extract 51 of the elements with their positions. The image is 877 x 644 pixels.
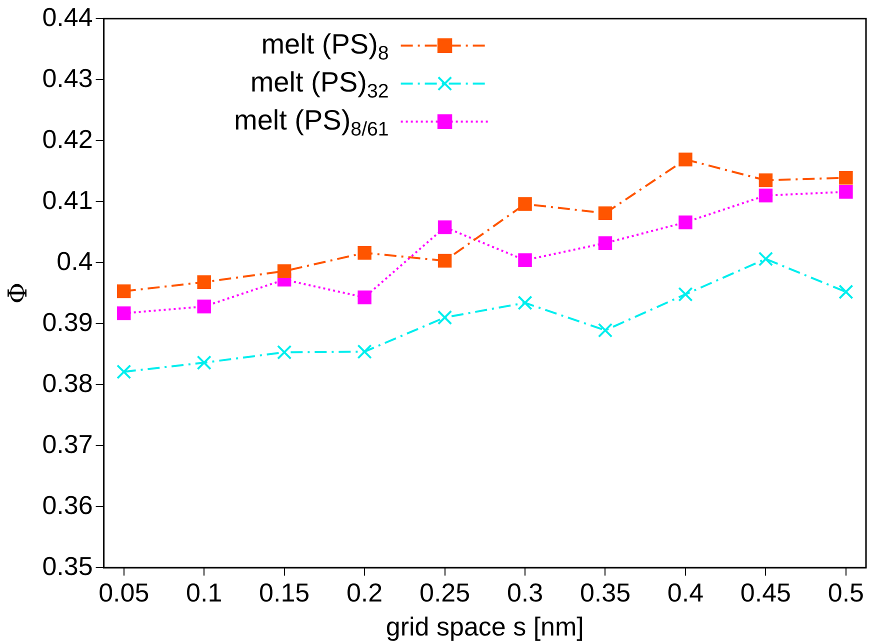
y-tick-label: 0.35 [42,550,93,581]
y-tick-label: 0.41 [42,184,93,215]
x-tick-label: 0.2 [346,577,383,608]
point [196,355,212,370]
point [518,197,532,211]
y-axis-title: Φ [3,282,34,304]
point [437,310,452,325]
x-tick-label: 0.4 [667,577,704,608]
y-tick-label: 0.4 [56,246,93,276]
point [518,253,532,268]
point [117,306,131,320]
x-tick-label: 0.1 [186,577,222,608]
point [277,264,292,278]
point [598,206,612,220]
x-tick-label: 0.05 [98,577,150,608]
y-tick-label: 0.44 [42,2,93,32]
point [197,275,211,289]
point [598,236,612,250]
point [758,188,773,202]
point [116,364,132,380]
x-tick-label: 0.35 [580,577,631,608]
y-tick-label: 0.37 [42,428,93,459]
x-tick-label: 0.25 [419,577,470,608]
point [678,215,692,230]
x-tick-label: 0.45 [740,577,792,608]
x-axis-title: grid space s [nm] [386,612,584,642]
point [358,246,372,260]
point [117,284,131,298]
point [358,290,372,304]
y-tick-label: 0.39 [42,306,93,337]
point [758,252,774,266]
x-tick-label: 0.3 [506,577,544,608]
y-tick-label: 0.36 [42,490,93,520]
y-tick-label: 0.43 [42,62,93,93]
point [839,170,853,185]
point [357,344,372,360]
point [838,284,854,300]
point [758,173,773,188]
y-tick-label: 0.42 [42,124,93,154]
point [518,295,532,310]
y-tick-label: 0.38 [42,368,93,398]
point [839,184,853,199]
point [197,300,211,314]
point [276,344,292,360]
point [598,322,613,338]
point [438,254,452,268]
point [678,286,693,302]
x-tick-label: 0.5 [828,577,864,608]
point [438,220,452,234]
point [678,152,692,166]
x-tick-label: 0.15 [259,577,310,608]
